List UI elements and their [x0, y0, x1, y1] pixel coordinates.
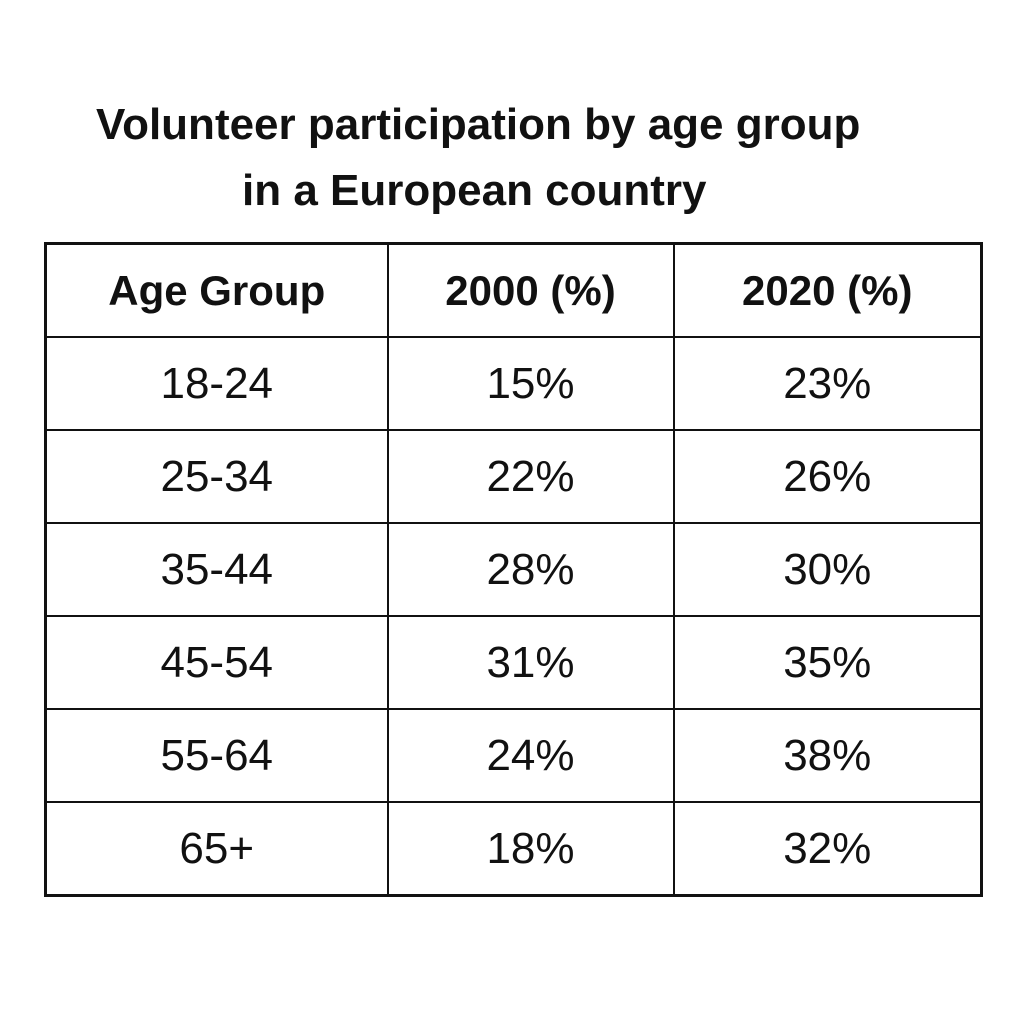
column-header-age-group: Age Group	[44, 242, 389, 338]
value-2000-cell: 31%	[386, 615, 675, 710]
value-2020-cell: 32%	[672, 801, 983, 897]
column-header-2020: 2020 (%)	[672, 242, 983, 338]
age-group-cell: 55-64	[44, 708, 389, 803]
table-row: 18-24 15% 23%	[44, 336, 983, 431]
table-row: 25-34 22% 26%	[44, 429, 983, 524]
table-body: 18-24 15% 23% 25-34 22% 26% 35-44 28% 30…	[44, 336, 983, 897]
table-row: 45-54 31% 35%	[44, 615, 983, 710]
table-row: 55-64 24% 38%	[44, 708, 983, 803]
value-2020-cell: 23%	[672, 336, 983, 431]
value-2020-cell: 35%	[672, 615, 983, 710]
value-2020-cell: 30%	[672, 522, 983, 617]
age-group-cell: 35-44	[44, 522, 389, 617]
value-2020-cell: 26%	[672, 429, 983, 524]
value-2000-cell: 28%	[386, 522, 675, 617]
data-table: Age Group 2000 (%) 2020 (%) 18-24 15% 23…	[44, 242, 983, 897]
chart-title-line-2: in a European country	[242, 166, 707, 215]
table-row: 65+ 18% 32%	[44, 801, 983, 897]
table-header: Age Group 2000 (%) 2020 (%)	[44, 242, 983, 338]
age-group-cell: 45-54	[44, 615, 389, 710]
table-row: 35-44 28% 30%	[44, 522, 983, 617]
chart-title: Volunteer participation by age group in …	[0, 92, 1024, 224]
age-group-cell: 25-34	[44, 429, 389, 524]
age-group-cell: 18-24	[44, 336, 389, 431]
value-2000-cell: 22%	[386, 429, 675, 524]
age-group-cell: 65+	[44, 801, 389, 897]
value-2020-cell: 38%	[672, 708, 983, 803]
column-header-2000: 2000 (%)	[386, 242, 675, 338]
value-2000-cell: 24%	[386, 708, 675, 803]
value-2000-cell: 15%	[386, 336, 675, 431]
header-row: Age Group 2000 (%) 2020 (%)	[44, 242, 983, 338]
value-2000-cell: 18%	[386, 801, 675, 897]
chart-title-line-1: Volunteer participation by age group	[96, 100, 861, 149]
